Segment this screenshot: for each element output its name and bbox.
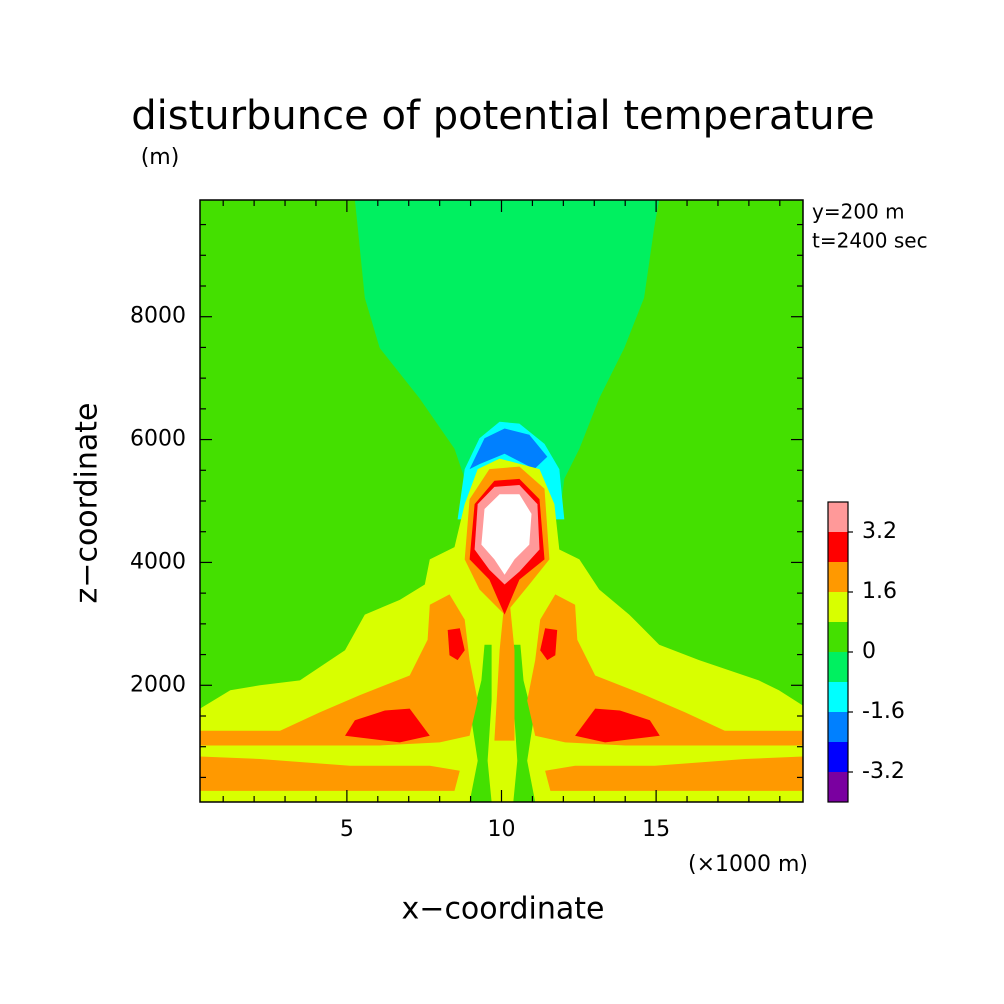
x-tick-label: 5: [340, 817, 354, 842]
colorbar-box: [828, 772, 848, 802]
annotation: t=2400 sec: [812, 229, 928, 253]
contour-region: [545, 756, 803, 791]
contour-region: [345, 708, 430, 743]
colorbar-box: [828, 562, 848, 592]
contour-region: [447, 628, 465, 661]
contour-region: [540, 628, 558, 661]
y-tick-label: 6000: [130, 427, 186, 452]
contour-region: [494, 599, 515, 741]
contour-region: [575, 708, 660, 743]
x-unit: (×1000 m): [688, 852, 808, 877]
contour-region: [469, 644, 492, 802]
colorbar-box: [828, 622, 848, 652]
colorbar-label: 1.6: [862, 579, 897, 604]
colorbar-box: [828, 502, 848, 532]
colorbar-label: -1.6: [862, 699, 905, 724]
x-axis-label: x−coordinate: [402, 892, 605, 927]
colorbar-label: -3.2: [862, 759, 905, 784]
contour-region: [513, 644, 536, 802]
colorbar-label: 3.2: [862, 519, 897, 544]
contour-region: [527, 594, 803, 746]
colorbar-box: [828, 592, 848, 622]
y-tick-label: 4000: [130, 549, 186, 574]
contour-field: [200, 200, 803, 802]
y-tick-label: 8000: [130, 304, 186, 329]
x-tick-label: 15: [642, 817, 670, 842]
colorbar-box: [828, 712, 848, 742]
contour-region: [354, 200, 660, 520]
colorbar-box: [828, 652, 848, 682]
contour-region: [481, 494, 532, 575]
chart-title: disturbunce of potential temperature: [131, 93, 875, 139]
contour-region: [200, 756, 460, 791]
annotation: y=200 m: [812, 200, 905, 224]
colorbar-box: [828, 742, 848, 772]
contour-region: [469, 428, 548, 470]
colorbar-label: 0: [862, 639, 876, 664]
y-axis-label: z−coordinate: [70, 403, 105, 604]
contour-region: [200, 594, 478, 746]
colorbar-box: [828, 532, 848, 562]
y-unit: (m): [141, 145, 180, 170]
x-tick-label: 10: [488, 817, 516, 842]
colorbar-box: [828, 682, 848, 712]
y-tick-label: 2000: [130, 672, 186, 697]
